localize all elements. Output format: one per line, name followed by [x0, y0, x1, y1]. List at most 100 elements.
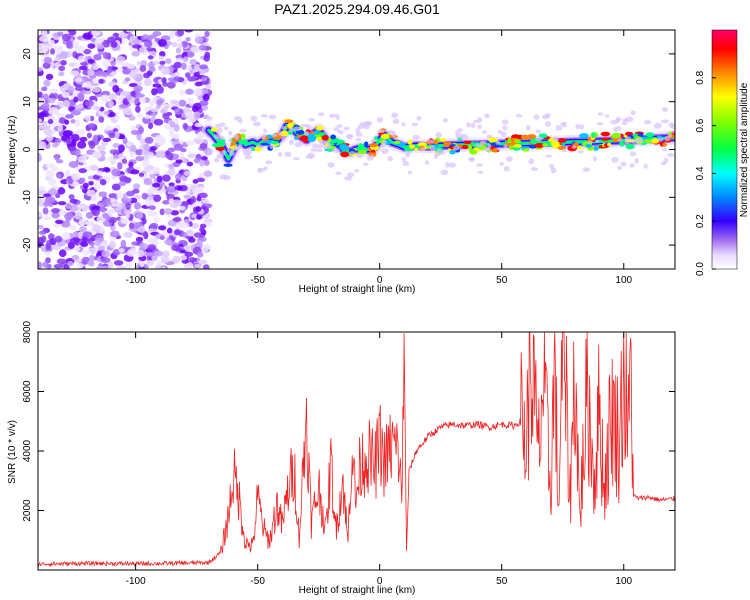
- noise-blob: [194, 263, 202, 269]
- noise-blob: [108, 100, 114, 108]
- noise-blob: [38, 91, 43, 97]
- halo-blob: [223, 174, 231, 181]
- noise-blob: [108, 93, 118, 101]
- noise-blob: [165, 151, 174, 160]
- noise-blob: [199, 159, 205, 167]
- halo-blob: [486, 134, 493, 139]
- noise-blob: [38, 212, 43, 218]
- ridge-blob: [607, 142, 612, 147]
- noise-blob: [91, 78, 100, 84]
- ridge-blob: [637, 132, 644, 138]
- colorbar-tick-label: 0.4: [695, 166, 706, 180]
- noise-blob: [101, 39, 111, 48]
- noise-blob: [129, 70, 138, 79]
- noise-blob: [122, 68, 132, 75]
- noise-blob: [125, 202, 131, 211]
- halo-blob: [663, 157, 669, 164]
- top-y-tick-label: 10: [22, 96, 33, 108]
- halo-blob: [499, 161, 504, 166]
- noise-blob: [193, 87, 203, 96]
- halo-blob: [206, 150, 213, 156]
- halo-blob: [587, 140, 594, 144]
- noise-blob: [153, 118, 164, 126]
- halo-blob: [579, 124, 584, 130]
- noise-blob: [40, 235, 47, 243]
- halo-blob: [667, 152, 674, 158]
- halo-blob: [535, 136, 543, 142]
- halo-blob: [455, 133, 464, 139]
- noise-blob: [67, 85, 75, 94]
- top-x-tick-label: 100: [615, 275, 632, 286]
- ridge-blob: [662, 142, 667, 147]
- noise-blob: [86, 132, 92, 139]
- noise-blob: [205, 203, 213, 209]
- noise-blob: [146, 260, 155, 266]
- noise-blob: [173, 143, 184, 151]
- noise-blob: [132, 39, 142, 45]
- noise-blob: [104, 110, 110, 115]
- ridge-blob: [407, 139, 413, 145]
- halo-blob: [377, 129, 385, 134]
- noise-blob: [185, 36, 191, 42]
- noise-blob: [118, 181, 127, 187]
- halo-blob: [348, 151, 356, 155]
- ridge-blob: [577, 145, 583, 150]
- noise-blob: [48, 178, 57, 186]
- halo-blob: [281, 135, 286, 142]
- noise-blob: [144, 136, 154, 144]
- noise-blob: [194, 139, 204, 144]
- noise-blob: [130, 144, 137, 153]
- halo-blob: [560, 122, 566, 126]
- noise-blob: [168, 163, 175, 170]
- halo-blob: [424, 160, 430, 165]
- ridge-blob: [651, 138, 660, 144]
- halo-blob: [355, 132, 363, 137]
- ridge-blob: [300, 135, 309, 142]
- ridge-blob: [313, 129, 320, 135]
- noise-blob: [150, 108, 159, 113]
- noise-blob: [193, 71, 200, 77]
- noise-blob: [74, 119, 81, 128]
- noise-blob: [161, 77, 167, 84]
- noise-blob: [74, 77, 83, 83]
- noise-blob: [173, 123, 180, 132]
- noise-blob: [193, 102, 202, 110]
- noise-blob: [96, 43, 104, 50]
- noise-blob: [193, 64, 202, 72]
- noise-blob: [99, 206, 107, 213]
- noise-blob: [74, 247, 81, 252]
- ridge-blob: [534, 142, 545, 148]
- noise-blob: [169, 121, 176, 128]
- halo-blob: [312, 143, 318, 149]
- noise-blob: [68, 161, 79, 168]
- halo-blob: [653, 122, 662, 129]
- halo-blob: [354, 169, 359, 173]
- halo-blob: [407, 170, 413, 175]
- noise-blob: [77, 103, 84, 110]
- noise-blob: [131, 50, 140, 57]
- halo-blob: [376, 117, 384, 123]
- figure-title: PAZ1.2025.294.09.46.G01: [274, 1, 440, 17]
- noise-blob: [38, 224, 44, 230]
- halo-blob: [379, 144, 386, 148]
- noise-blob: [45, 196, 56, 203]
- noise-blob: [121, 158, 128, 164]
- halo-blob: [595, 139, 600, 143]
- noise-blob: [179, 254, 188, 261]
- noise-blob: [73, 96, 79, 103]
- halo-blob: [335, 113, 340, 120]
- halo-blob: [495, 140, 501, 145]
- noise-blob: [102, 60, 110, 68]
- noise-blob: [202, 93, 210, 102]
- noise-blob: [199, 64, 209, 70]
- halo-blob: [596, 122, 603, 126]
- noise-blob: [57, 124, 64, 132]
- halo-blob: [445, 161, 450, 168]
- noise-blob: [132, 188, 140, 194]
- noise-blob: [79, 136, 88, 142]
- noise-blob: [121, 91, 130, 96]
- halo-blob: [621, 121, 628, 126]
- noise-blob: [113, 154, 120, 160]
- noise-blob: [71, 173, 81, 181]
